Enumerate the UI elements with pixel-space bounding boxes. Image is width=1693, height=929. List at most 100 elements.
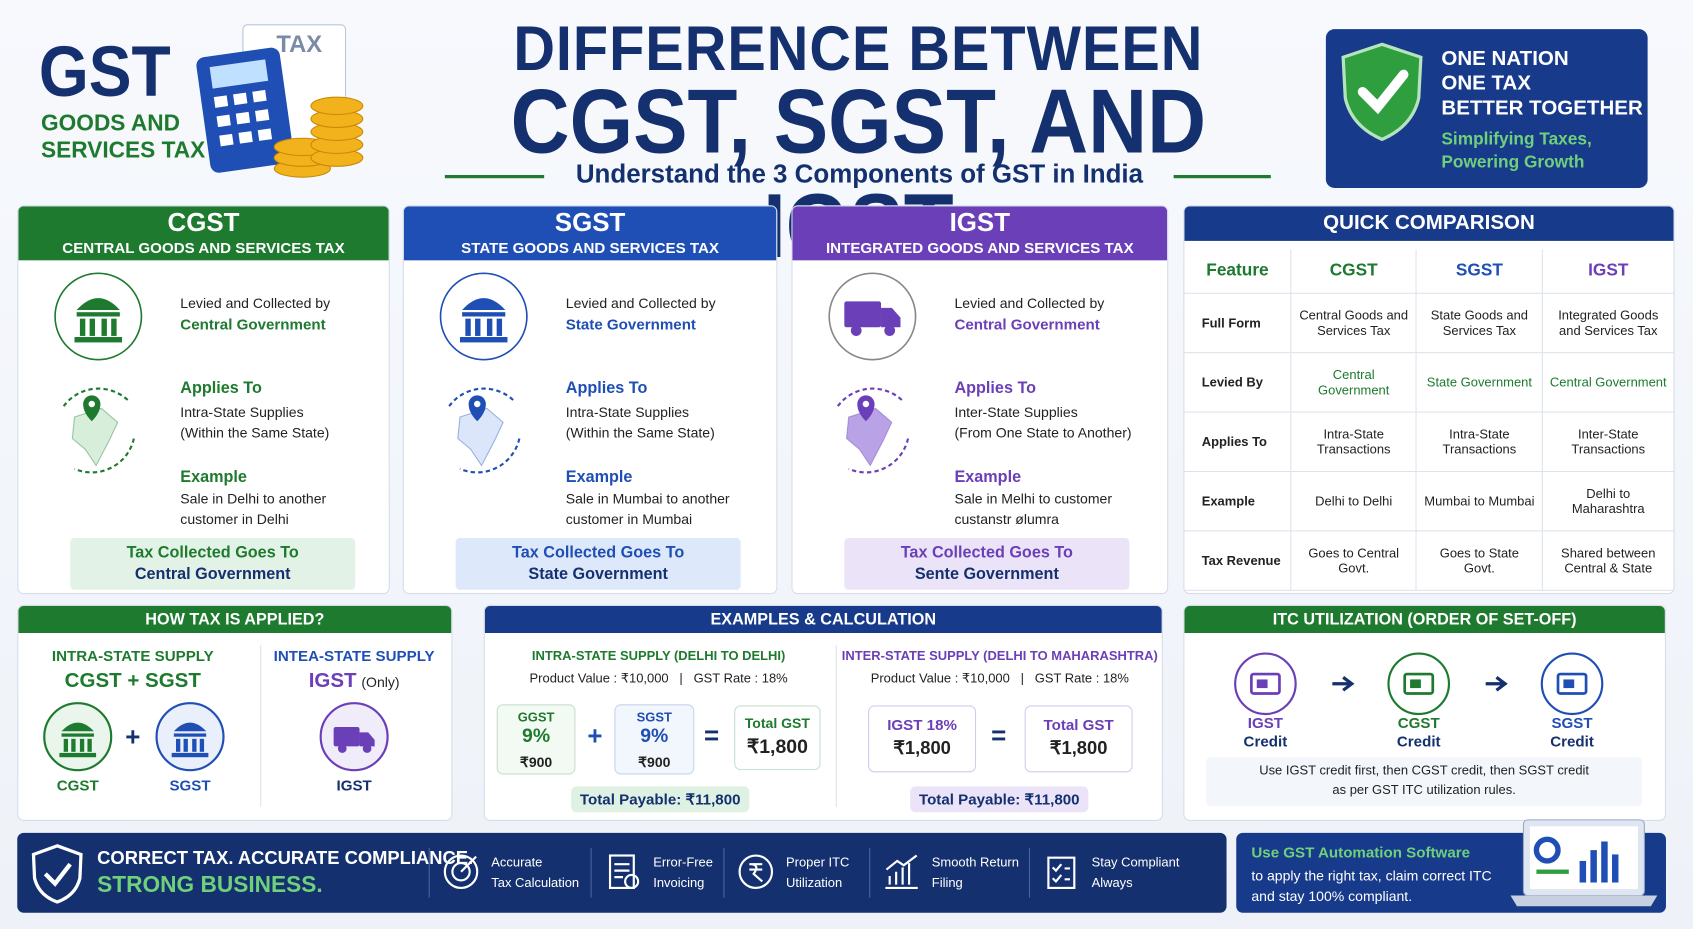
total-amount: ₹1,800: [1049, 737, 1108, 759]
example-heading: Example: [180, 467, 247, 487]
tax-card: IGST INTEGRATED GOODS AND SERVICES TAX Lev…: [791, 205, 1169, 595]
sgst-icon: [155, 702, 225, 772]
box-label: GGST: [517, 709, 555, 725]
levied-text: Levied and Collected by: [565, 294, 716, 312]
badge: ONE NATION ONE TAX BETTER TOGETHER Simplif…: [1325, 29, 1648, 188]
inter-heading: INTEA-STATE SUPPLY: [273, 647, 435, 665]
example-line: custanstr ølumra: [954, 510, 1059, 528]
tax-icon-label: TAX: [276, 30, 323, 58]
credit-label: SGST Credit: [1518, 714, 1626, 751]
arrow: [1484, 675, 1512, 698]
applies-line: (From One State to Another): [954, 424, 1132, 441]
map-icon-svg: [448, 387, 521, 474]
authority-icon: [438, 271, 529, 367]
map-icon: [816, 374, 924, 487]
credit-icon-svg: [1234, 652, 1297, 716]
box-amount: ₹1,800: [893, 737, 951, 759]
comparison-panel: QUICK COMPARISON Feature CGST SGST IGST Full…: [1183, 205, 1675, 595]
itc-note: Use IGST credit first, then CGST credit,…: [1206, 757, 1643, 806]
promo-text: to apply the right tax, claim correct IT…: [1251, 865, 1491, 906]
feature-text: Stay Compliant Always: [1092, 852, 1180, 893]
intra-formula: CGST + SGST: [64, 669, 201, 693]
divider: [723, 847, 725, 898]
credit-icon: [1540, 651, 1605, 721]
box-label: IGST 18%: [887, 716, 957, 734]
row-label: Tax Revenue: [1184, 530, 1292, 591]
tagline-line: Powering Growth: [1441, 153, 1585, 172]
applies-line: Intra-State Supplies: [180, 403, 304, 421]
credit-label: IGST Credit: [1211, 714, 1319, 751]
feature-text: Accurate Tax Calculation: [491, 852, 579, 893]
divider: [1173, 174, 1271, 179]
credit-icon-svg: [1387, 652, 1451, 716]
how-title: HOW TAX IS APPLIED?: [18, 605, 452, 633]
feature-line: Tax Calculation: [491, 874, 580, 891]
feature-text: Error-Free Invoicing: [653, 852, 713, 893]
feature-line: Proper ITC: [786, 854, 850, 870]
table-cell: Goes to Central Govt.: [1291, 530, 1417, 591]
feature-icon-svg: [885, 854, 918, 890]
badge-line: ONE TAX: [1441, 72, 1532, 96]
card-header: CGST CENTRAL GOODS AND SERVICES TAX: [18, 206, 389, 261]
table-row: Full Form Central Goods and Services Tax S…: [1184, 292, 1674, 353]
slogan-1: CORRECT TAX. ACCURATE COMPLIANCE.: [97, 847, 474, 869]
inter-heading: INTER-STATE SUPPLY (DELHI TO MAHARASHTRA…: [841, 648, 1158, 664]
feature-icon: [1042, 852, 1081, 896]
authority-icon: [827, 271, 918, 367]
feature-line: Smooth Return: [931, 854, 1019, 870]
credit-word: Credit: [1550, 732, 1594, 750]
table-cell: Integrated Goods and Services Tax: [1542, 292, 1674, 353]
feature-icon-svg: [443, 854, 479, 890]
table-row: Tax Revenue Goes to Central Govt. Goes to …: [1184, 530, 1674, 591]
example-line: Sale in Delhi to another: [180, 490, 327, 507]
collected-box: Tax Collected Goes To Sente Government: [844, 537, 1130, 590]
intra-heading: INTRA-STATE SUPPLY: [51, 647, 214, 665]
box-label: SGST: [636, 709, 672, 725]
table-cell: Intra-State Transactions: [1291, 411, 1417, 472]
examples-title: EXAMPLES & CALCULATION: [484, 605, 1162, 633]
feature-line: Utilization: [786, 874, 843, 891]
itc-panel: ITC UTILIZATION (ORDER OF SET-OFF) IGST C…: [1183, 604, 1666, 821]
row-label: Full Form: [1184, 292, 1292, 353]
title-line-1: DIFFERENCE BETWEEN: [513, 14, 1204, 85]
examples-panel: EXAMPLES & CALCULATION INTRA-STATE SUPPL…: [483, 604, 1163, 821]
row-label: Applies To: [1184, 411, 1292, 472]
table-header-cell: SGST: [1416, 249, 1543, 294]
collected-line: State Government: [528, 564, 668, 584]
inter-info: Product Value : ₹10,000 | GST Rate : 18%: [870, 670, 1129, 686]
promo-heading: Use GST Automation Software: [1251, 843, 1471, 861]
tagline-line: Simplifying Taxes,: [1441, 130, 1592, 150]
credit-icon: [1386, 651, 1451, 721]
feature-text: Proper ITC Utilization: [786, 852, 849, 893]
map-icon: [42, 374, 150, 487]
collected-line: Tax Collected Goes To: [900, 543, 1073, 562]
applies-line: Intra-State Supplies: [565, 403, 690, 421]
card-code: SGST: [554, 208, 626, 238]
sgst-label: SGST: [169, 776, 211, 794]
divider: [1028, 847, 1031, 898]
credit-code: IGST: [1247, 714, 1284, 732]
credit-label: CGST Credit: [1365, 714, 1473, 751]
box-rate: 9%: [522, 724, 551, 747]
applies-line: Inter-State Supplies: [954, 403, 1078, 421]
note-line: Use IGST credit first, then CGST credit,…: [1259, 762, 1590, 778]
logo-sub-line: GOODS AND: [41, 111, 181, 137]
collected-line: Sente Government: [914, 564, 1059, 584]
feature-icon-svg: [738, 854, 774, 890]
note-line: as per GST ITC utilization rules.: [1332, 782, 1516, 798]
feature-icon-svg: [608, 854, 640, 890]
applies-line: (Within the Same State): [180, 424, 330, 441]
feature-line: Error-Free: [653, 854, 713, 870]
authority-icon-svg: [439, 272, 528, 361]
slogan-2: STRONG BUSINESS.: [97, 872, 323, 898]
example-line: customer in Delhi: [180, 510, 289, 528]
divider: [869, 847, 871, 898]
total-amount: ₹1,800: [746, 735, 808, 758]
plus: +: [125, 722, 141, 752]
table-cell: Central Government: [1542, 352, 1674, 413]
table-cell: Central Goods and Services Tax: [1291, 292, 1417, 353]
table-row: Levied By Central Government State Governm…: [1184, 352, 1674, 413]
laptop-icon: [1510, 819, 1658, 907]
collected-line: Tax Collected Goes To: [126, 543, 299, 562]
